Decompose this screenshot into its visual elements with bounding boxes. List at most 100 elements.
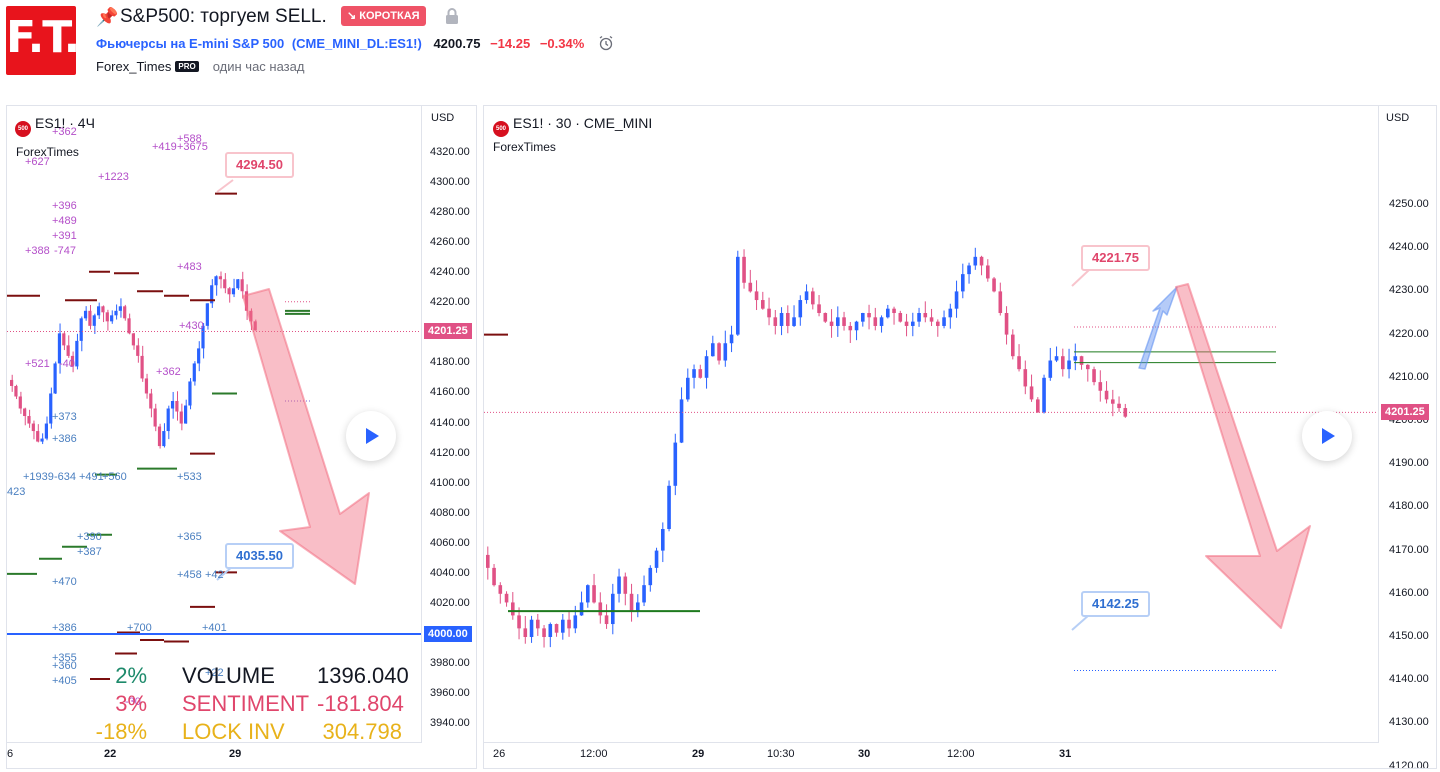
idea-header: F.T. 📌 S&P500: торгуем SELL. ↘ КОРОТКАЯ …: [0, 0, 1440, 96]
candle-body: [14, 385, 18, 397]
candle-body: [184, 405, 188, 424]
candle-body: [517, 615, 521, 629]
candle-body: [118, 306, 122, 311]
alarm-clock-icon[interactable]: [598, 35, 614, 51]
price-tick-label: 4240.00: [430, 266, 470, 279]
price-tick-label: 4100.00: [430, 476, 470, 489]
pro-badge: PRO: [175, 61, 199, 72]
candle-body: [18, 396, 22, 409]
candle-body: [704, 356, 709, 378]
chart-legend[interactable]: 500 ES1! · 4Ч: [15, 115, 95, 137]
price-axis[interactable]: USD 4320.00 4300.00 4280.00 4260.00 4240.00 4…: [421, 106, 476, 743]
candle-body: [144, 378, 149, 394]
candle-body: [811, 291, 815, 305]
price-axis[interactable]: USD 4250.00 4240.00 4230.00 4220.00 4210.00 4…: [1378, 106, 1436, 768]
instrument-code[interactable]: (CME_MINI_DL:ES1!): [291, 36, 422, 51]
price-tick-label: 4020.00: [430, 596, 470, 609]
candle-body: [723, 343, 728, 361]
candle-body: [967, 265, 971, 275]
price-tick-label: 4260.00: [430, 236, 470, 249]
annotation-label: +3675: [177, 141, 208, 153]
candle-body: [197, 348, 201, 364]
current-price-label: 4201.25: [424, 323, 472, 340]
candle-body: [611, 593, 615, 625]
price-callout-target-high[interactable]: 4221.75: [1081, 245, 1150, 271]
candle-body: [861, 313, 865, 322]
annotation-label: +533: [177, 471, 202, 483]
time-tick-label: 29: [229, 748, 242, 760]
annotation-label: -30: [125, 696, 141, 708]
price-callout-target-low[interactable]: 4035.50: [225, 543, 294, 569]
play-replay-button[interactable]: [1302, 411, 1352, 461]
author-name[interactable]: Forex_Times: [96, 59, 172, 74]
price-tick-label: 4180.00: [1389, 500, 1429, 513]
chart-canvas-4h[interactable]: [7, 106, 476, 768]
candle-body: [992, 278, 996, 292]
chart-canvas-30m[interactable]: [484, 106, 1436, 768]
price-tick-label: 4210.00: [1389, 370, 1429, 383]
candle-body: [586, 585, 590, 603]
time-tick-label: 12:00: [580, 748, 608, 760]
candle-body: [162, 431, 166, 447]
annotation-label: +483: [177, 261, 202, 273]
candle-body: [717, 343, 721, 361]
chart-panel-4h[interactable]: 500 ES1! · 4Ч ForexTimes +362 +588 +627 +…: [6, 105, 477, 769]
indicator-legend[interactable]: ForexTimes: [493, 140, 556, 154]
price-tick-label: 4140.00: [430, 416, 470, 429]
candle-body: [27, 416, 31, 424]
time-tick-label: 26: [493, 748, 506, 760]
candle-body: [123, 306, 127, 319]
candle-body: [523, 628, 528, 637]
price-tick-label: 4170.00: [1389, 543, 1429, 556]
price-tick-label: 4060.00: [430, 536, 470, 549]
candle-body: [131, 333, 135, 346]
candle-body: [879, 317, 884, 326]
candle-body: [1054, 356, 1059, 361]
candle-body: [231, 288, 236, 295]
time-axis[interactable]: 6 22 29: [7, 742, 421, 768]
stats-label: SENTIMENT: [182, 691, 310, 716]
instrument-name[interactable]: Фьючерсы на E-mini S&P 500: [96, 36, 285, 51]
candle-body: [110, 315, 114, 322]
chart-panel-30m[interactable]: 500 ES1! · 30 · CME_MINI ForexTimes 4221.…: [483, 105, 1437, 769]
candle-body: [223, 279, 227, 289]
candle-body: [240, 279, 244, 292]
candle-body: [1048, 360, 1053, 378]
candle-body: [1029, 386, 1034, 400]
candle-body: [667, 485, 671, 529]
candle-body: [854, 321, 859, 331]
currency-label: USD: [1386, 112, 1410, 124]
play-replay-button[interactable]: [346, 411, 396, 461]
price-tick-label: 4180.00: [430, 356, 470, 369]
chart-legend[interactable]: 500 ES1! · 30 · CME_MINI: [493, 115, 652, 137]
candle-body: [636, 602, 640, 612]
candle-body: [205, 303, 209, 326]
price-callout-target-low[interactable]: 4142.25: [1081, 591, 1150, 617]
candle-body: [36, 431, 40, 442]
time-axis[interactable]: 26 12:00 29 10:30 30 12:00 31: [484, 742, 1379, 768]
candle-body: [79, 318, 83, 341]
candle-body: [92, 315, 96, 326]
candle-body: [1011, 334, 1015, 357]
price-callout-target-high[interactable]: 4294.50: [225, 152, 294, 178]
candle-body: [1086, 364, 1090, 370]
candle-body: [529, 619, 534, 637]
annotation-label: +360: [52, 660, 77, 672]
annotation-label: +419: [152, 141, 177, 153]
candle-body: [542, 628, 546, 637]
callout-pointer: [1071, 269, 1090, 287]
annotation-label: -40: [59, 358, 75, 370]
indicator-legend[interactable]: ForexTimes: [16, 145, 79, 159]
price-tick-label: 4190.00: [1389, 457, 1429, 470]
annotation-label: +22: [205, 667, 224, 679]
author-logo[interactable]: F.T.: [6, 6, 80, 75]
candle-body: [711, 343, 715, 357]
candle-body: [848, 325, 853, 331]
candle-body: [188, 381, 192, 406]
candle-body: [817, 304, 821, 313]
candle-body: [127, 318, 131, 334]
price-tick-label: 3940.00: [430, 717, 470, 730]
candle-body: [561, 619, 565, 633]
annotation-label: +470: [52, 576, 77, 588]
candle-body: [698, 369, 703, 378]
